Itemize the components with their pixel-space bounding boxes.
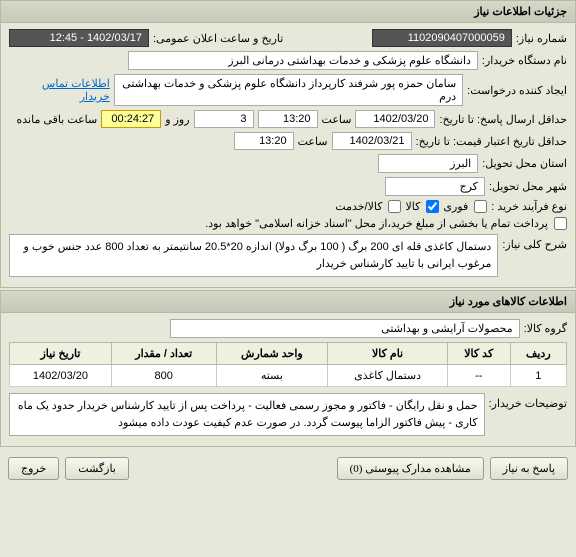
row-validity: حداقل تاریخ اعتبار قیمت: تا تاریخ: 1402/… <box>9 132 567 150</box>
payment-checkbox[interactable] <box>554 217 567 230</box>
row-payment-note: پرداخت تمام یا بخشی از مبلغ خرید،از محل … <box>9 217 567 230</box>
need-no-value: 1102090407000059 <box>372 29 512 47</box>
group-label: گروه کالا: <box>524 322 567 335</box>
validity-label: حداقل تاریخ اعتبار قیمت: تا تاریخ: <box>416 135 567 148</box>
col-row: ردیف <box>510 343 566 365</box>
city-label: شهر محل تحویل: <box>489 180 567 193</box>
time-label-2: ساعت <box>298 135 328 148</box>
row-deadline: حداقل ارسال پاسخ: تا تاریخ: 1402/03/20 س… <box>9 110 567 128</box>
buytype-label: نوع فرآیند خرید : <box>491 200 567 213</box>
province-value: البرز <box>378 154 478 173</box>
need-no-label: شماره نیاز: <box>516 32 567 45</box>
row-requester: ایجاد کننده درخواست: سامان حمزه پور شرفن… <box>9 74 567 106</box>
days-value: 3 <box>194 110 254 128</box>
row-province: استان محل تحویل: البرز <box>9 154 567 173</box>
cell-row: 1 <box>510 365 566 387</box>
panel-header: جزئیات اطلاعات نیاز <box>1 1 575 23</box>
col-date: تاریخ نیاز <box>10 343 112 365</box>
cell-name: دستمال کاغذی <box>328 365 448 387</box>
row-group: گروه کالا: محصولات آرایشی و بهداشتی <box>9 319 567 338</box>
deadline-time: 13:20 <box>258 110 318 128</box>
validity-time: 13:20 <box>234 132 294 150</box>
service-checkbox[interactable] <box>388 200 401 213</box>
exit-button[interactable]: خروج <box>8 457 59 480</box>
days-label: روز و <box>165 113 189 126</box>
city-value: کرج <box>385 177 485 196</box>
goods-checkbox[interactable] <box>426 200 439 213</box>
row-buytype: نوع فرآیند خرید : فوری کالا کالا/خدمت <box>9 200 567 213</box>
deadline-label: حداقل ارسال پاسخ: تا تاریخ: <box>439 113 567 126</box>
notes-value: حمل و نقل رایگان - فاکتور و مجوز رسمی فع… <box>9 393 485 436</box>
row-city: شهر محل تحویل: کرج <box>9 177 567 196</box>
buyer-label: نام دستگاه خریدار: <box>482 54 567 67</box>
urgent-checkbox[interactable] <box>474 200 487 213</box>
goods-panel-body: گروه کالا: محصولات آرایشی و بهداشتی ردیف… <box>1 313 575 446</box>
group-value: محصولات آرایشی و بهداشتی <box>170 319 520 338</box>
goods-panel-header: اطلاعات کالاهای مورد نیاز <box>1 291 575 313</box>
payment-note: پرداخت تمام یا بخشی از مبلغ خرید،از محل … <box>205 217 548 230</box>
buyer-value: دانشگاه علوم پزشکی و خدمات بهداشتی درمان… <box>128 51 478 70</box>
row-need-no: شماره نیاز: 1102090407000059 تاریخ و ساع… <box>9 29 567 47</box>
col-qty: تعداد / مقدار <box>111 343 216 365</box>
desc-value: دستمال کاغذی قله ای 200 برگ ( 100 برگ دو… <box>9 234 498 277</box>
panel-body: شماره نیاز: 1102090407000059 تاریخ و ساع… <box>1 23 575 287</box>
footer-buttons: پاسخ به نیاز مشاهده مدارک پیوستی (0) باز… <box>0 449 576 488</box>
cell-unit: بسته <box>216 365 328 387</box>
goods-table: ردیف کد کالا نام کالا واحد شمارش تعداد /… <box>9 342 567 387</box>
goods-panel: اطلاعات کالاهای مورد نیاز گروه کالا: محص… <box>0 290 576 447</box>
col-unit: واحد شمارش <box>216 343 328 365</box>
province-label: استان محل تحویل: <box>482 157 567 170</box>
notes-label: توضیحات خریدار: <box>489 393 567 410</box>
deadline-date: 1402/03/20 <box>355 110 435 128</box>
countdown: 00:24:27 <box>101 110 161 128</box>
announce-value: 1402/03/17 - 12:45 <box>9 29 149 47</box>
row-buyer: نام دستگاه خریدار: دانشگاه علوم پزشکی و … <box>9 51 567 70</box>
col-code: کد کالا <box>447 343 510 365</box>
time-label-1: ساعت <box>322 113 352 126</box>
urgent-label: فوری <box>443 200 468 213</box>
requester-value: سامان حمزه پور شرفند کارپرداز دانشگاه عل… <box>114 74 463 106</box>
announce-label: تاریخ و ساعت اعلان عمومی: <box>153 32 283 45</box>
cell-date: 1402/03/20 <box>10 365 112 387</box>
row-desc: شرح کلی نیاز: دستمال کاغذی قله ای 200 بر… <box>9 234 567 277</box>
contact-buyer-link[interactable]: اطلاعات تماس خریدار <box>9 77 110 103</box>
respond-button[interactable]: پاسخ به نیاز <box>490 457 568 480</box>
goods-label: کالا <box>405 200 420 213</box>
validity-date: 1402/03/21 <box>332 132 412 150</box>
row-notes: توضیحات خریدار: حمل و نقل رایگان - فاکتو… <box>9 393 567 436</box>
need-details-panel: جزئیات اطلاعات نیاز شماره نیاز: 11020904… <box>0 0 576 288</box>
service-label: کالا/خدمت <box>335 200 382 213</box>
attachments-button[interactable]: مشاهده مدارک پیوستی (0) <box>337 457 484 480</box>
desc-label: شرح کلی نیاز: <box>502 234 567 251</box>
remaining-label: ساعت باقی مانده <box>17 113 98 126</box>
table-row[interactable]: 1 -- دستمال کاغذی بسته 800 1402/03/20 <box>10 365 567 387</box>
cell-qty: 800 <box>111 365 216 387</box>
requester-label: ایجاد کننده درخواست: <box>467 84 567 97</box>
col-name: نام کالا <box>328 343 448 365</box>
back-button[interactable]: بازگشت <box>65 457 129 480</box>
cell-code: -- <box>447 365 510 387</box>
table-header-row: ردیف کد کالا نام کالا واحد شمارش تعداد /… <box>10 343 567 365</box>
